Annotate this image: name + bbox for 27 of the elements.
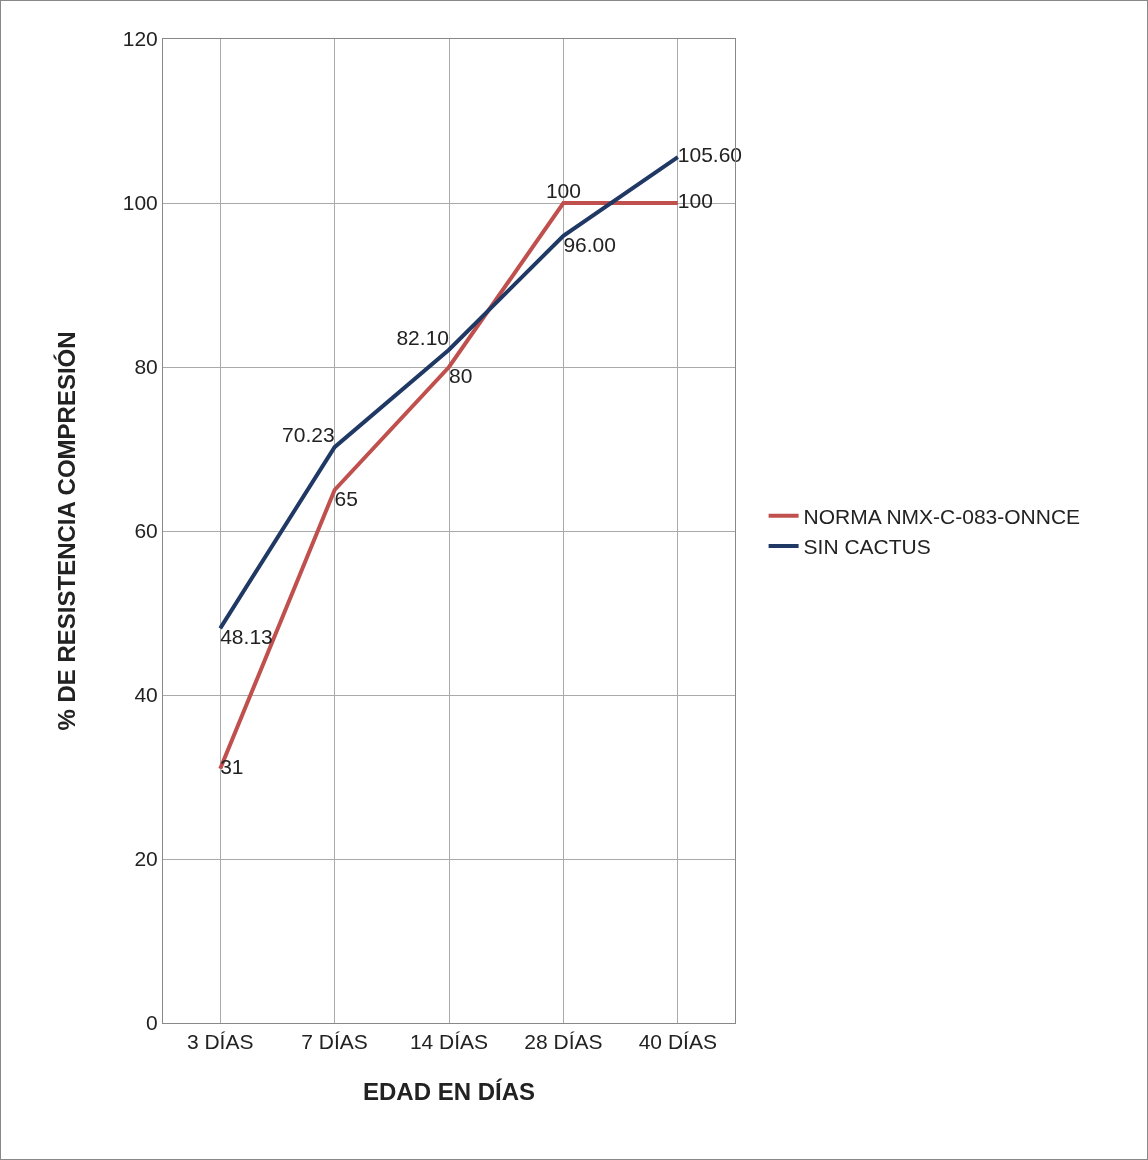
y-tick-label: 120 [122, 27, 158, 51]
legend-label: SIN CACTUS [803, 535, 931, 559]
data-label: 70.23 [282, 422, 335, 446]
y-tick-label: 80 [134, 355, 158, 379]
data-label: 80 [449, 363, 473, 387]
y-tick-label: 40 [134, 683, 158, 707]
y-tick-label: 60 [134, 519, 158, 543]
data-label: 65 [334, 486, 358, 510]
x-axis-title: EDAD EN DÍAS [362, 1077, 536, 1105]
x-tick-label: 14 DÍAS [409, 1030, 489, 1054]
x-tick-label: 28 DÍAS [524, 1030, 603, 1054]
data-label: 82.10 [396, 325, 449, 349]
y-axis-title: % DE RESISTENCIA COMPRESIÓN [52, 331, 80, 731]
x-tick-label: 7 DÍAS [301, 1030, 368, 1054]
x-tick-label: 40 DÍAS [638, 1030, 717, 1054]
legend-label: NORMA NMX-C-083-ONNCE [803, 504, 1081, 528]
data-label: 31 [220, 755, 244, 779]
x-tick-label: 3 DÍAS [186, 1030, 254, 1054]
line-series [218, 155, 680, 631]
y-tick-label: 0 [146, 1011, 158, 1035]
data-label: 100 [677, 189, 713, 213]
y-tick-label: 20 [134, 847, 158, 871]
data-label: 48.13 [220, 625, 273, 649]
data-label: 100 [545, 178, 581, 202]
data-label: 105.60 [677, 143, 743, 167]
data-label: 96.00 [563, 232, 616, 256]
y-tick-label: 100 [122, 191, 158, 215]
